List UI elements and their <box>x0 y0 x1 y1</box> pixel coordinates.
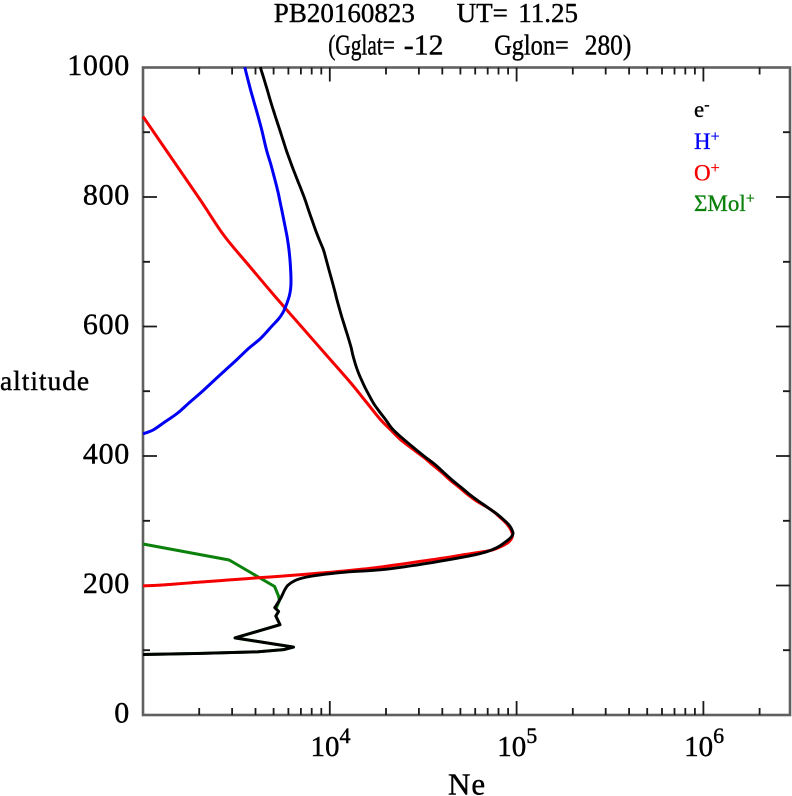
svg-text:Gglon=: Gglon= <box>494 29 569 61</box>
svg-text:-12: -12 <box>404 30 444 61</box>
svg-text:H+: H+ <box>694 129 720 155</box>
svg-text:UT=: UT= <box>457 0 508 28</box>
svg-text:280): 280) <box>585 29 631 61</box>
svg-text:0: 0 <box>114 696 130 729</box>
svg-text:800: 800 <box>83 178 130 211</box>
svg-text:Ne: Ne <box>448 767 486 796</box>
svg-text:200: 200 <box>83 567 130 600</box>
svg-text:11.25: 11.25 <box>518 0 578 28</box>
svg-text:ΣMol+: ΣMol+ <box>694 191 755 217</box>
svg-text:600: 600 <box>83 308 130 341</box>
svg-text:PB20160823: PB20160823 <box>274 0 415 28</box>
svg-text:altitude: altitude <box>0 365 90 396</box>
svg-text:1000: 1000 <box>67 49 130 82</box>
svg-text:(Gglat=: (Gglat= <box>328 31 395 61</box>
svg-text:400: 400 <box>83 437 130 470</box>
